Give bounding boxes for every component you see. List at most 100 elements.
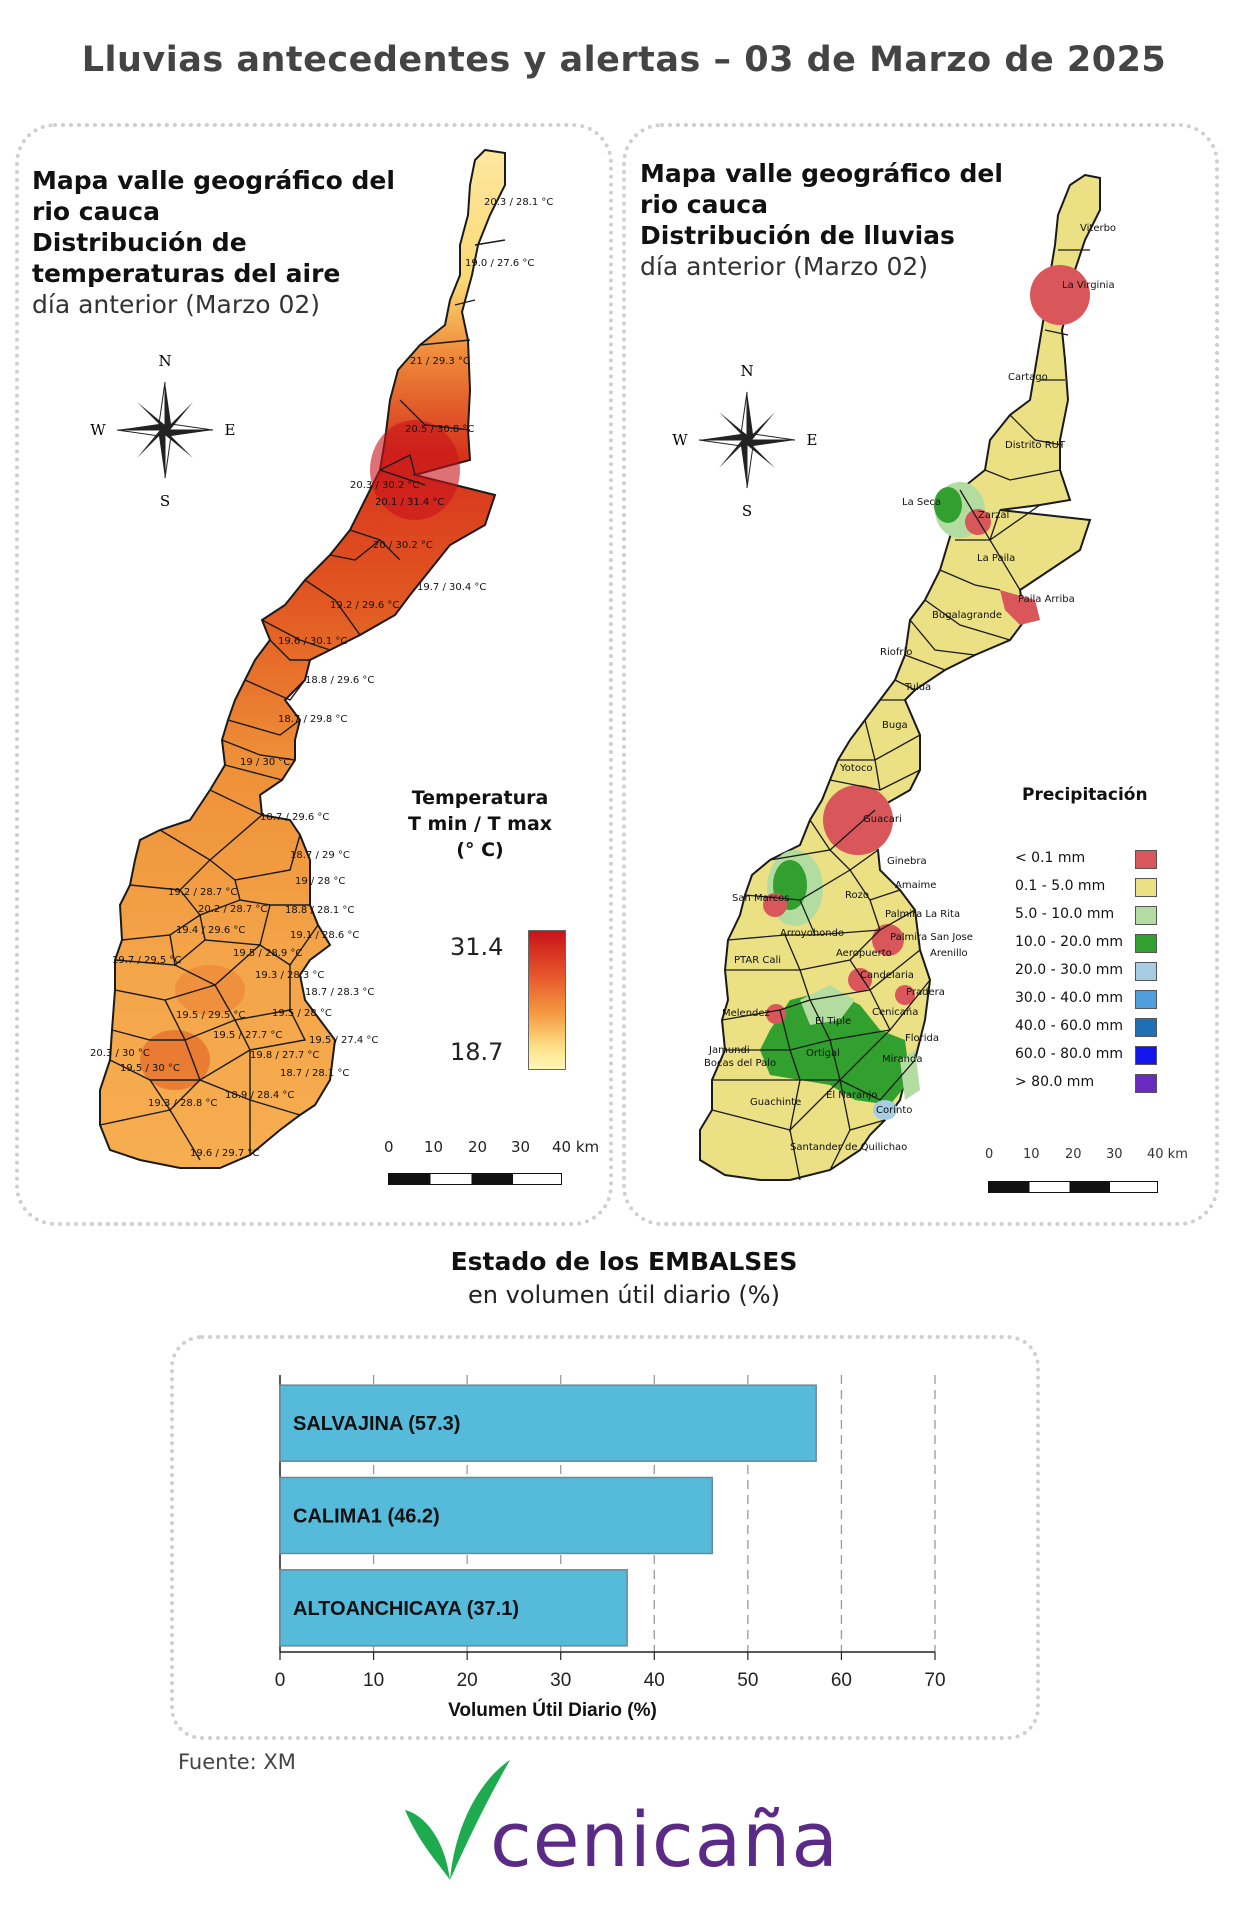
temp-station-label: 18.9 / 28.4 °C: [225, 1090, 295, 1101]
temp-station-label: 19.1 / 28.6 °C: [290, 930, 360, 941]
temp-station-label: 19.6 / 30.1 °C: [278, 636, 348, 647]
compass-s: S: [160, 492, 170, 510]
temp-station-label: 18.8 / 29.6 °C: [305, 675, 375, 686]
rain-place-label: La Virginia: [1062, 280, 1115, 291]
temp-station-label: 20.2 / 28.7 °C: [198, 904, 268, 915]
rain-place-label: Paila Arriba: [1018, 594, 1075, 605]
rain-place-label: Guachinte: [750, 1097, 802, 1108]
rain-place-label: Rozo: [845, 890, 869, 901]
rain-place-label: Cartago: [1008, 372, 1048, 383]
temp-station-label: 19 / 28 °C: [295, 876, 346, 887]
rain-place-label: Ortigal: [806, 1048, 840, 1059]
rain-place-label: PTAR Cali: [734, 955, 781, 966]
temp-station-label: 18.7 / 29.8 °C: [278, 714, 348, 725]
rain-place-label: Florida: [905, 1033, 940, 1044]
temp-station-label: 19.2 / 28.7 °C: [168, 887, 238, 898]
compass-s: S: [742, 502, 752, 520]
x-tick-label: 70: [924, 1670, 945, 1691]
temp-station-label: 19.5 / 27.7 °C: [213, 1030, 283, 1041]
rain-place-label: Distrito RUT: [1005, 440, 1066, 451]
x-tick-label: 30: [550, 1670, 571, 1691]
rain-legend-swatch: [1135, 878, 1157, 897]
reservoir-title: Estado de los EMBALSES: [450, 1247, 798, 1276]
rain-scale-bar: [988, 1181, 1158, 1193]
x-tick-label: 20: [457, 1670, 478, 1691]
temp-station-label: 20.3 / 30.2 °C: [350, 480, 420, 491]
rain-place-label: Corinto: [876, 1105, 913, 1116]
temp-station-label: 19.0 / 27.6 °C: [465, 258, 535, 269]
x-tick-label: 40: [644, 1670, 665, 1691]
rain-legend-row: 60.0 - 80.0 mm: [1015, 1046, 1124, 1062]
temp-scale-40: 40 km: [552, 1138, 600, 1156]
rain-place-label: Tulua: [905, 682, 932, 693]
temp-station-label: 18.8 / 28.1 °C: [285, 905, 355, 916]
rain-place-label: Pradera: [906, 987, 945, 998]
rain-place-label: Cenicaña: [872, 1007, 919, 1018]
temp-station-label: 20.3 / 30 °C: [90, 1048, 150, 1059]
temperature-panel: [15, 123, 613, 1226]
temp-scale-30: 30: [511, 1138, 531, 1156]
rain-map-title: Mapa valle geográfico del rio cauca Dist…: [640, 159, 1003, 281]
rain-place-label: La Paila: [977, 553, 1016, 564]
rain-place-label: San Marcos: [732, 893, 790, 904]
rain-legend-swatch: [1135, 934, 1157, 953]
rain-legend-swatch: [1135, 1074, 1157, 1093]
rain-place-label: El Tiple: [815, 1016, 852, 1027]
rain-legend-swatch: [1135, 990, 1157, 1009]
rain-place-label: Jamundi: [709, 1045, 750, 1056]
rain-place-label: Palmira San Jose: [890, 932, 973, 943]
temp-station-label: 19.3 / 28.3 °C: [255, 970, 325, 981]
rain-place-label: La Seca: [902, 497, 942, 508]
rain-place-label: Miranda: [882, 1054, 923, 1065]
compass-n: N: [740, 362, 753, 380]
temp-station-label: 19.5 / 29.5 °C: [176, 1010, 246, 1021]
x-axis-label: Volumen Útil Diario (%): [448, 1699, 657, 1721]
rain-legend-row: 40.0 - 60.0 mm: [1015, 1018, 1124, 1034]
temp-station-label: 21 / 29.3 °C: [410, 356, 470, 367]
temp-station-label: 18.7 / 28.3 °C: [305, 987, 375, 998]
rain-legend-row: 20.0 - 30.0 mm: [1015, 962, 1124, 978]
temp-station-label: 19.7 / 29.5 °C: [112, 955, 182, 966]
temp-station-label: 19.5 / 30 °C: [120, 1063, 180, 1074]
temp-station-label: 19.5 / 28.9 °C: [233, 948, 303, 959]
rain-place-label: Amaime: [895, 880, 937, 891]
rain-place-label: Arroyohondo: [780, 928, 845, 939]
temp-legend-ramp: [528, 930, 566, 1070]
bar-label: ALTOANCHICAYA (37.1): [293, 1598, 519, 1620]
bar-label: CALIMA1 (46.2): [293, 1506, 440, 1528]
rain-place-label: Melendez: [722, 1008, 770, 1019]
temp-legend-title: Temperatura T min / T max (° C): [407, 787, 553, 861]
temp-scale-0: 0: [384, 1138, 394, 1156]
temp-station-label: 19.3 / 28.8 °C: [148, 1098, 218, 1109]
rain-place-label: Riofrio: [880, 647, 913, 658]
rainfall-panel: [622, 123, 1219, 1226]
temperature-map: [99, 148, 506, 1169]
cenicana-logo-text: cenicaña: [490, 1795, 839, 1884]
rain-place-label: El Naranjo: [826, 1090, 878, 1101]
rain-legend-row: 30.0 - 40.0 mm: [1015, 990, 1124, 1006]
rain-place-label: Guacari: [863, 814, 902, 825]
rain-legend-row: 5.0 - 10.0 mm: [1015, 906, 1115, 922]
temp-station-label: 18.7 / 28.1 °C: [280, 1068, 350, 1079]
rain-legend-swatch: [1135, 962, 1157, 981]
rain-place-label: Buga: [882, 720, 908, 731]
x-tick-label: 10: [363, 1670, 384, 1691]
rain-legend-swatch: [1135, 850, 1157, 869]
temp-scale-20: 20: [468, 1138, 488, 1156]
reservoir-bar-chart: 0 10 20 30 40 50 60 70 SALVAJINA (57.3) CALIMA1 (…: [275, 1375, 946, 1721]
compass-rose-icon: N S W E: [672, 362, 817, 520]
rain-legend-row: > 80.0 mm: [1015, 1074, 1095, 1090]
reservoir-subtitle: en volumen útil diario (%): [468, 1281, 780, 1309]
temp-scale-bar: [388, 1173, 562, 1185]
reservoir-heading: Estado de los EMBALSES en volumen útil d…: [0, 1245, 1248, 1311]
temp-station-label: 19 / 30 °C: [240, 757, 291, 768]
cenicana-logo-icon: [405, 1760, 510, 1880]
rainfall-map: [699, 173, 1101, 1181]
rain-place-label: Viterbo: [1080, 223, 1117, 234]
rain-place-label: Ginebra: [887, 856, 927, 867]
bar-label: SALVAJINA (57.3): [293, 1413, 460, 1435]
temp-station-label: 19.4 / 29.6 °C: [176, 925, 246, 936]
x-tick-label: 60: [831, 1670, 852, 1691]
rain-scale-30: 30: [1106, 1147, 1123, 1162]
rain-place-label: Bugalagrande: [932, 610, 1003, 621]
